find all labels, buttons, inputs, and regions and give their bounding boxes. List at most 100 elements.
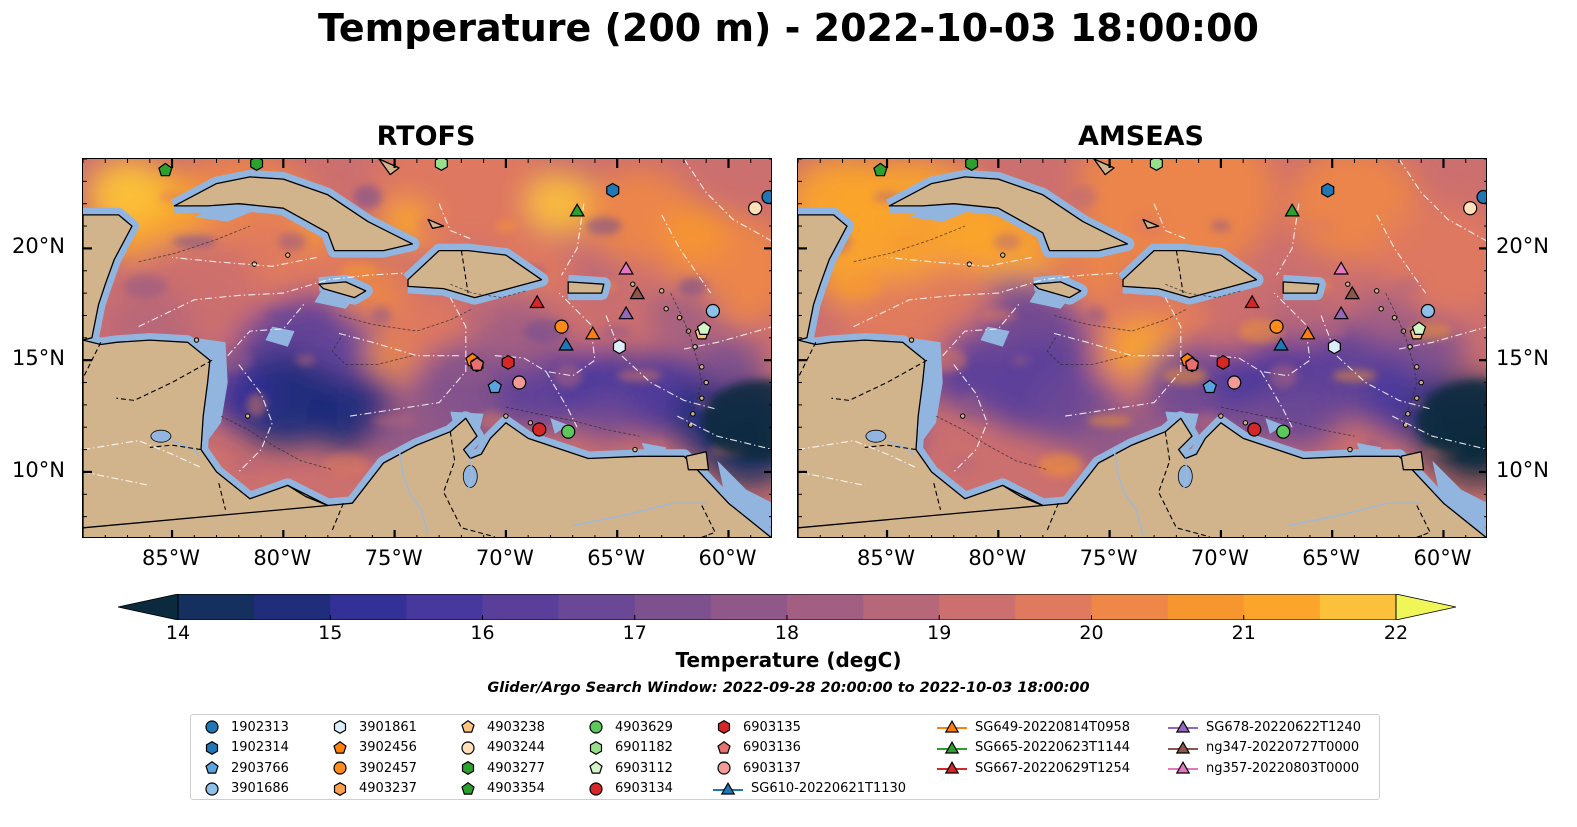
colorbar-tick-label: 18 — [774, 622, 800, 644]
legend-item-label: SG649-20220814T0958 — [975, 719, 1131, 735]
observation-marker-6903135[interactable] — [1216, 354, 1230, 370]
hexagon-icon — [333, 720, 347, 734]
observation-marker-ng357-20220803T0000[interactable] — [618, 261, 634, 275]
observation-marker-SG649-20220814T0958[interactable] — [584, 325, 601, 340]
legend-item-label: 4903237 — [359, 781, 417, 796]
legend-item-label: 6903135 — [743, 719, 801, 735]
observation-marker-SG678-20220622T1240[interactable] — [1333, 305, 1349, 320]
legend-item: 4903238 — [457, 718, 545, 736]
observation-marker-6903135[interactable] — [501, 354, 515, 370]
legend-item: SG678-20220622T1240 — [1168, 718, 1361, 736]
legend-item-label: 6901182 — [615, 740, 673, 755]
observation-marker-4903277[interactable] — [250, 159, 264, 171]
legend-item: 4903237 — [329, 780, 417, 798]
observation-marker-3902457[interactable] — [1269, 319, 1284, 334]
legend-item-label: 6903137 — [743, 760, 801, 776]
lon-tick-label: 85°W — [142, 546, 201, 570]
observation-marker-3902457[interactable] — [554, 319, 569, 334]
observation-marker-SG678-20220622T1240[interactable] — [618, 305, 634, 320]
colorbar-segment — [787, 594, 864, 620]
observation-marker-SG610-20220621T1130[interactable] — [1273, 337, 1289, 351]
observation-marker-1902313[interactable] — [1476, 189, 1487, 205]
colorbar-segment — [330, 594, 407, 620]
legend-item-label: SG678-20220622T1240 — [1206, 719, 1362, 735]
hexagon-icon — [205, 740, 219, 755]
observation-marker-6903134[interactable] — [532, 422, 547, 437]
observation-marker-4903277[interactable] — [965, 159, 979, 171]
observation-marker-SG667-20220629T1254[interactable] — [1244, 294, 1260, 309]
map-panel-rtofs[interactable] — [82, 158, 772, 538]
legend-item-label: 3901861 — [359, 719, 417, 735]
observation-marker-SG665-20220623T1144[interactable] — [1284, 202, 1300, 217]
observation-marker-ng357-20220803T0000[interactable] — [1333, 261, 1349, 275]
pentagon-icon — [589, 760, 603, 774]
legend-item: 6903135 — [713, 718, 801, 736]
observation-marker-6903137[interactable] — [1227, 375, 1242, 390]
observation-marker-4903629[interactable] — [561, 424, 576, 439]
observation-marker-6901182[interactable] — [1149, 159, 1163, 171]
observation-marker-1902313[interactable] — [761, 189, 772, 205]
observation-marker-6903136[interactable] — [1184, 357, 1200, 371]
observation-marker-4903354[interactable] — [873, 162, 888, 177]
colorbar-segment — [1243, 594, 1321, 620]
lon-tick-label: 60°W — [698, 546, 757, 570]
triangle-line-icon — [1168, 719, 1198, 733]
observation-marker-1902314[interactable] — [606, 182, 620, 198]
colorbar-segment — [406, 594, 484, 620]
observation-marker-6901182[interactable] — [434, 159, 448, 171]
observation-marker-ng347-20220727T0000[interactable] — [1344, 285, 1361, 300]
triangle-line-icon — [1168, 740, 1198, 754]
triangle-line-icon — [1168, 760, 1198, 774]
colorbar-segment — [558, 594, 636, 620]
legend-item-label: 6903134 — [615, 781, 673, 796]
observation-marker-6903112[interactable] — [696, 321, 712, 335]
legend-item: SG610-20220621T1130 — [713, 780, 906, 798]
observation-marker-SG649-20220814T0958[interactable] — [1299, 325, 1316, 340]
legend-item: 6903137 — [713, 759, 801, 777]
observation-marker-6903136[interactable] — [469, 357, 485, 371]
observation-marker-SG665-20220623T1144[interactable] — [569, 202, 585, 217]
observation-marker-1902314[interactable] — [1321, 182, 1335, 198]
colorbar-tick-label: 14 — [165, 622, 191, 644]
observation-marker-3901861[interactable] — [612, 339, 626, 355]
observation-marker-6903134[interactable] — [1247, 422, 1262, 437]
lon-tick-label: 75°W — [1079, 546, 1138, 570]
lon-tick-label: 70°W — [1190, 546, 1249, 570]
legend-item: 6903112 — [585, 759, 673, 777]
colorbar-segment — [254, 594, 331, 620]
circle-icon — [589, 720, 603, 734]
observation-marker-3901686[interactable] — [705, 303, 721, 319]
lat-tick-label-left: 15°N — [12, 346, 65, 371]
observation-marker-SG610-20220621T1130[interactable] — [558, 337, 574, 351]
circle-icon — [461, 740, 475, 755]
legend-item: 1902313 — [201, 718, 289, 736]
observation-marker-6903112[interactable] — [1411, 321, 1427, 335]
observation-marker-6903137[interactable] — [512, 375, 527, 390]
colorbar-tick-label: 20 — [1079, 622, 1104, 644]
observation-marker-ng347-20220727T0000[interactable] — [629, 285, 646, 300]
triangle-line-icon — [937, 760, 967, 774]
colorbar-segment — [1091, 594, 1169, 620]
observation-marker-2903766[interactable] — [487, 379, 503, 394]
legend-item-label: SG610-20220621T1130 — [751, 781, 907, 796]
legend-item-label: 3901686 — [231, 781, 289, 796]
circle-icon — [717, 761, 731, 775]
observation-marker-4903244[interactable] — [1463, 201, 1478, 216]
legend-item: ng357-20220803T0000 — [1168, 759, 1359, 777]
legend-item: 6901182 — [585, 739, 673, 757]
circle-icon — [333, 761, 347, 775]
observation-marker-4903629[interactable] — [1276, 424, 1291, 439]
observation-marker-3901861[interactable] — [1327, 339, 1341, 355]
legend-item: 4903244 — [457, 739, 545, 757]
lon-tick-label: 60°W — [1413, 546, 1472, 570]
observation-marker-2903766[interactable] — [1202, 379, 1218, 394]
observation-marker-4903354[interactable] — [158, 162, 173, 177]
figure-title: Temperature (200 m) - 2022-10-03 18:00:0… — [317, 6, 1259, 50]
legend: 1902313 1902314 2903766 3901686 3901861 39024… — [190, 714, 1380, 800]
map-panel-amseas[interactable] — [797, 158, 1487, 538]
observation-marker-SG667-20220629T1254[interactable] — [529, 294, 545, 309]
search-window-text: Glider/Argo Search Window: 2022-09-28 20… — [487, 680, 1090, 696]
observation-marker-4903244[interactable] — [748, 201, 763, 216]
colorbar-tick-label: 15 — [318, 622, 343, 644]
observation-marker-3901686[interactable] — [1420, 303, 1436, 319]
